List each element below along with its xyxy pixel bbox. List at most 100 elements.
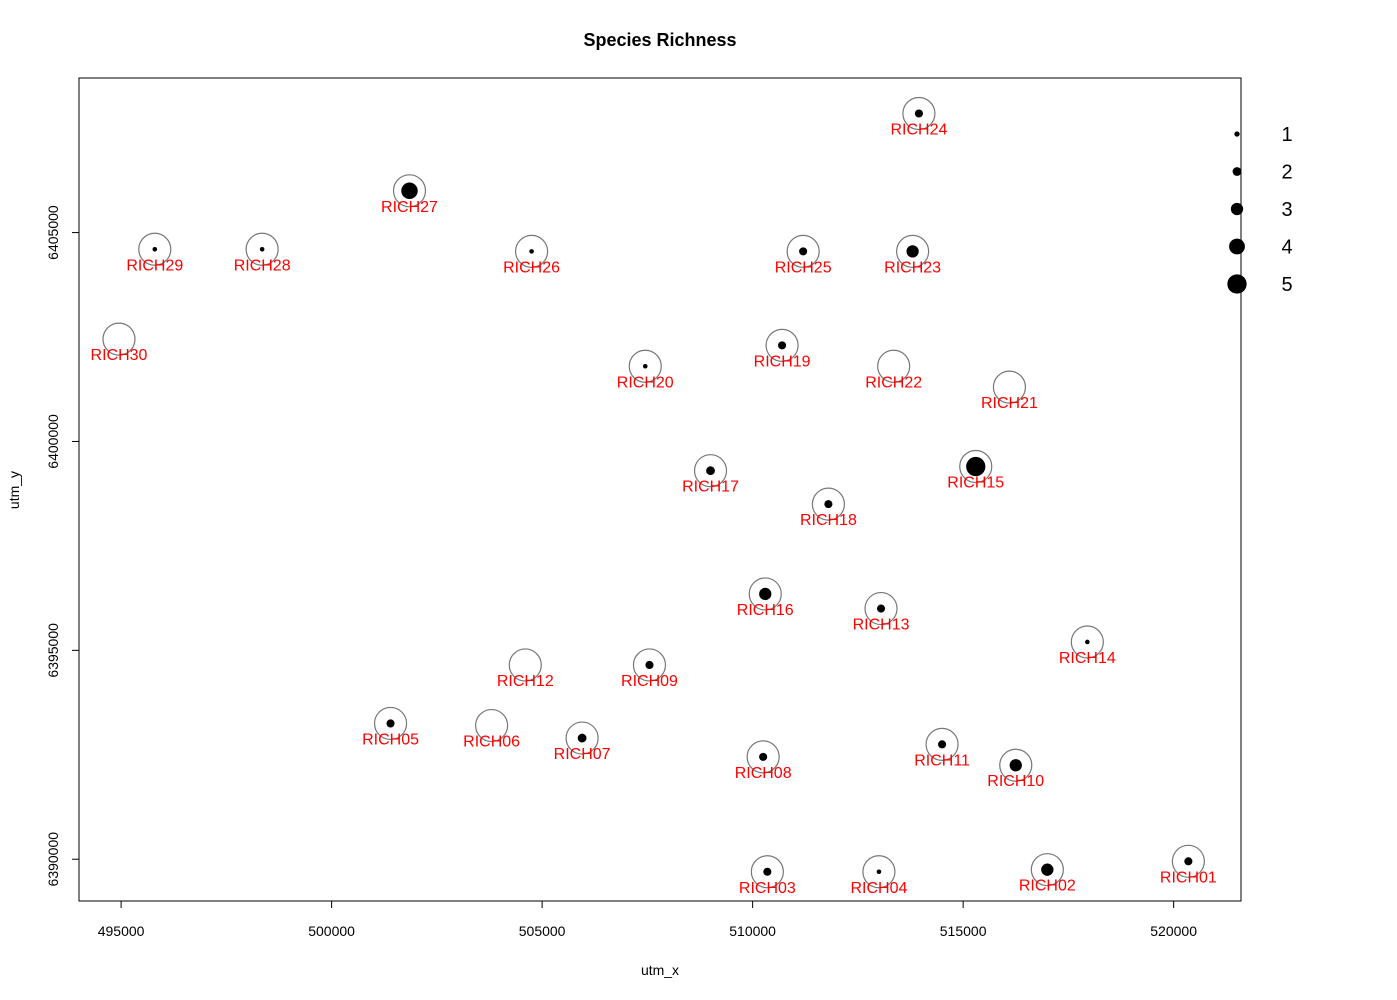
- site-label: RICH18: [800, 512, 857, 529]
- site-point: RICH30: [91, 322, 148, 364]
- site-point: RICH17: [682, 454, 739, 496]
- x-axis-label: utm_x: [641, 962, 679, 978]
- site-ring: [862, 855, 896, 889]
- richness-dot: [914, 109, 923, 118]
- y-tick-label: 6405000: [45, 205, 61, 260]
- x-tick-label: 515000: [940, 923, 987, 939]
- site-label: RICH26: [503, 259, 560, 276]
- site-point: RICH28: [234, 232, 291, 274]
- site-label: RICH23: [884, 259, 941, 276]
- site-point: RICH14: [1059, 625, 1116, 667]
- site-ring: [628, 349, 662, 383]
- site-point: RICH13: [853, 591, 910, 634]
- richness-dot: [401, 182, 418, 200]
- site-ring: [693, 454, 728, 488]
- richness-dot: [876, 869, 882, 875]
- site-label: RICH06: [463, 734, 520, 751]
- site-label: RICH13: [853, 617, 910, 634]
- richness-dot: [966, 456, 986, 477]
- site-label: RICH17: [682, 479, 739, 496]
- richness-dot: [938, 740, 947, 749]
- legend-label: 5: [1281, 274, 1292, 296]
- site-label: RICH10: [987, 773, 1044, 790]
- x-tick-label: 495000: [98, 923, 145, 939]
- richness-dot: [1009, 759, 1022, 772]
- site-point: RICH06: [463, 708, 520, 751]
- site-point: RICH16: [737, 577, 794, 619]
- y-axis-label: utm_y: [6, 471, 22, 509]
- site-point: RICH18: [800, 487, 857, 529]
- site-ring: [138, 232, 172, 266]
- site-ring: [1070, 625, 1104, 659]
- site-ring: [565, 721, 599, 755]
- richness-dot: [759, 752, 768, 761]
- site-point: RICH09: [621, 648, 678, 690]
- site-point: RICH19: [754, 328, 811, 370]
- site-label: RICH30: [91, 347, 148, 364]
- legend-dot: [1229, 238, 1245, 255]
- site-ring: [632, 648, 667, 682]
- x-axis: 495000 500000 505000 510000 515000 520000: [98, 900, 1197, 939]
- richness-dot: [799, 247, 808, 256]
- richness-dot: [642, 363, 648, 369]
- site-point: RICH08: [735, 740, 792, 782]
- site-ring: [1030, 853, 1064, 887]
- legend-label: 4: [1281, 237, 1292, 259]
- site-point: RICH26: [503, 234, 560, 276]
- richness-dot: [1184, 857, 1193, 866]
- site-ring: [999, 748, 1033, 782]
- site-point: RICH07: [554, 721, 611, 763]
- site-point: RICH10: [987, 748, 1044, 790]
- legend-label: 2: [1281, 162, 1292, 184]
- richness-dot: [386, 719, 395, 728]
- y-tick-label: 6390000: [45, 832, 61, 887]
- x-tick-label: 500000: [308, 923, 355, 939]
- site-ring: [896, 234, 930, 268]
- richness-dot: [259, 246, 265, 252]
- richness-dot: [529, 249, 534, 254]
- site-label: RICH20: [617, 374, 674, 391]
- site-ring: [877, 349, 911, 383]
- site-label: RICH19: [754, 353, 811, 370]
- x-tick-label: 520000: [1150, 923, 1197, 939]
- x-tick-label: 505000: [519, 923, 566, 939]
- legend-dot: [1232, 167, 1242, 176]
- richness-dot: [759, 587, 772, 601]
- site-label: RICH07: [554, 746, 611, 763]
- site-point: RICH27: [381, 174, 438, 216]
- y-tick-label: 6400000: [45, 414, 61, 469]
- site-label: RICH16: [737, 602, 794, 619]
- site-ring: [765, 328, 799, 362]
- richness-dot: [763, 867, 772, 876]
- site-label: RICH25: [775, 259, 832, 276]
- site-label: RICH05: [362, 731, 419, 748]
- plot-frame: [78, 77, 1242, 902]
- site-ring: [508, 648, 542, 682]
- y-axis: 6390000 6395000 6400000 6405000: [45, 205, 80, 887]
- site-ring: [992, 370, 1027, 404]
- points-layer: RICH01 RICH02 RICH03 RICH04 RICH05 RICH06 RICH…: [91, 96, 1217, 897]
- richness-dot: [706, 466, 715, 476]
- y-tick-label: 6395000: [45, 623, 61, 678]
- site-point: RICH24: [890, 96, 947, 139]
- site-ring: [864, 591, 898, 626]
- site-ring: [902, 96, 936, 131]
- site-point: RICH11: [914, 727, 970, 769]
- site-label: RICH03: [739, 880, 796, 897]
- site-label: RICH12: [497, 673, 554, 690]
- site-ring: [811, 487, 846, 521]
- site-label: RICH21: [981, 395, 1038, 412]
- site-ring: [786, 234, 820, 268]
- richness-dot: [645, 660, 654, 670]
- site-ring: [925, 727, 959, 761]
- site-label: RICH24: [890, 122, 947, 139]
- richness-dot: [876, 604, 886, 613]
- site-label: RICH15: [947, 475, 1004, 492]
- site-point: RICH03: [739, 855, 796, 897]
- legend-label: 1: [1281, 124, 1292, 146]
- richness-dot: [152, 246, 158, 252]
- site-point: RICH15: [947, 449, 1004, 492]
- site-label: RICH02: [1019, 878, 1076, 895]
- site-label: RICH11: [914, 752, 970, 769]
